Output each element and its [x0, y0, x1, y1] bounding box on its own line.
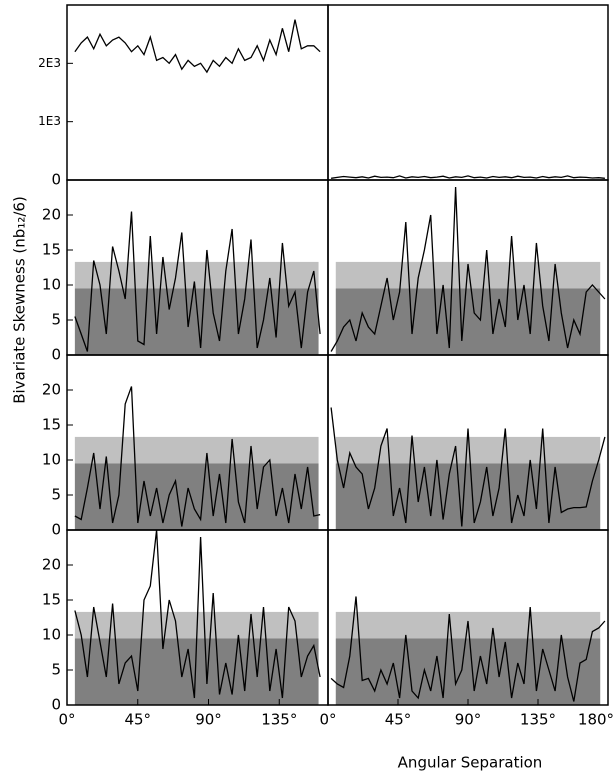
threshold-band: [335, 436, 601, 464]
y-tick-label: 0: [51, 521, 61, 539]
data-line: [330, 186, 606, 352]
data-line: [330, 407, 606, 527]
panel-frame: [327, 4, 609, 181]
x-tick-label: 90°: [455, 711, 482, 729]
threshold-band: [335, 463, 601, 530]
x-axis-label: Angular Separation: [398, 754, 543, 772]
data-line: [74, 386, 321, 527]
y-tick-label: 0: [51, 171, 61, 189]
threshold-band: [74, 288, 319, 355]
threshold-band: [74, 436, 319, 464]
y-axis-label: Bivariate Skewness (nb₁₂/6): [11, 196, 29, 404]
data-line: [74, 19, 321, 74]
y-tick-label: 2E3: [38, 56, 61, 70]
threshold-band: [335, 638, 601, 705]
threshold-band: [335, 288, 601, 355]
threshold-band: [74, 463, 319, 530]
y-tick-label: 5: [51, 311, 61, 329]
y-tick-label: 1E3: [38, 114, 61, 128]
x-tick-label: 0°: [58, 711, 75, 729]
y-tick-label: 15: [42, 416, 61, 434]
y-tick-label: 10: [42, 626, 61, 644]
x-tick-label: 45°: [124, 711, 151, 729]
x-tick-label: 45°: [385, 711, 412, 729]
data-line: [74, 211, 321, 352]
data-line: [74, 529, 321, 699]
y-tick-label: 15: [42, 241, 61, 259]
y-tick-label: 5: [51, 661, 61, 679]
y-tick-label: 0: [51, 346, 61, 364]
y-tick-label: 0: [51, 696, 61, 714]
y-tick-label: 15: [42, 591, 61, 609]
y-tick-label: 5: [51, 486, 61, 504]
y-tick-label: 10: [42, 451, 61, 469]
y-tick-label: 20: [42, 206, 61, 224]
y-tick-label: 10: [42, 276, 61, 294]
y-tick-label: 20: [42, 556, 61, 574]
x-tick-label: 135°: [261, 711, 297, 729]
data-line: [330, 596, 606, 702]
panel-frame: [66, 4, 329, 181]
y-tick-label: 20: [42, 381, 61, 399]
data-line: [331, 175, 605, 179]
threshold-band: [74, 261, 319, 289]
x-tick-label: 135°: [520, 711, 556, 729]
x-tick-label: 90°: [195, 711, 222, 729]
x-tick-label: 0°: [319, 711, 336, 729]
x-tick-label: 180°: [578, 711, 613, 729]
